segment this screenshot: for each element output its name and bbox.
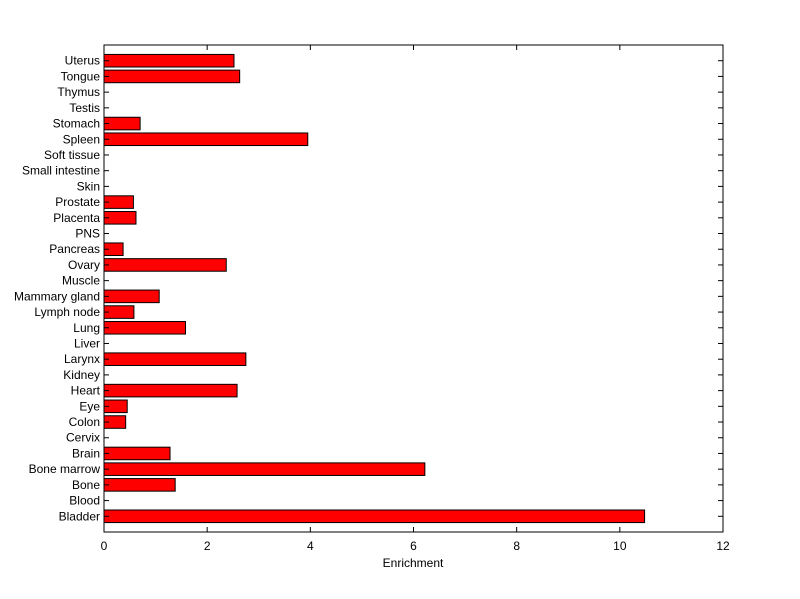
y-tick-label-stomach: Stomach [53, 117, 100, 131]
y-tick-label-tongue: Tongue [61, 69, 101, 83]
y-tick-label-kidney: Kidney [63, 368, 100, 382]
y-tick-label-larynx: Larynx [64, 352, 100, 366]
bar-bone-marrow [103, 462, 426, 476]
y-tick-label-lung: Lung [73, 321, 100, 335]
bar-uterus [103, 53, 235, 68]
bar-spleen [103, 132, 309, 147]
y-tick-label-eye: Eye [79, 399, 100, 413]
x-tick-label-8: 8 [513, 539, 520, 553]
bar-tongue [103, 69, 241, 84]
y-tick-label-uterus: Uterus [65, 54, 100, 68]
y-tick-label-cervix: Cervix [66, 431, 100, 445]
bar-lung [103, 320, 187, 335]
x-tick-label-6: 6 [410, 539, 417, 553]
bar-bone [103, 478, 176, 492]
x-tick-label-12: 12 [716, 539, 730, 553]
y-tick-label-testis: Testis [69, 101, 100, 115]
x-axis-title: Enrichment [383, 556, 444, 570]
y-tick-label-brain: Brain [72, 446, 100, 460]
y-tick-label-soft-tissue: Soft tissue [44, 148, 100, 162]
y-tick-label-bladder: Bladder [59, 509, 100, 523]
y-tick-label-spleen: Spleen [63, 132, 100, 146]
y-tick-label-pancreas: Pancreas [49, 242, 100, 256]
y-tick-label-lymph-node: Lymph node [34, 305, 100, 319]
y-tick-label-placenta: Placenta [53, 211, 100, 225]
plot-background [104, 45, 723, 532]
y-tick-label-colon: Colon [69, 415, 100, 429]
x-tick-label-10: 10 [613, 539, 627, 553]
y-tick-label-bone-marrow: Bone marrow [29, 462, 101, 476]
y-tick-label-mammary-gland: Mammary gland [14, 289, 100, 303]
y-tick-label-pns: PNS [75, 227, 100, 241]
x-tick-label-2: 2 [204, 539, 211, 553]
x-tick-label-4: 4 [307, 539, 314, 553]
bar-brain [103, 446, 171, 461]
plot-frame [103, 44, 724, 533]
bar-heart [103, 383, 238, 398]
x-tick-label-0: 0 [101, 539, 108, 553]
bar-larynx [103, 352, 247, 366]
y-tick-label-bone: Bone [72, 478, 100, 492]
y-tick-label-heart: Heart [71, 384, 101, 398]
y-tick-label-skin: Skin [77, 179, 100, 193]
y-tick-label-thymus: Thymus [57, 85, 100, 99]
x-ticks-group: 0 2 4 6 8 10 12 [101, 45, 730, 553]
y-tick-label-blood: Blood [69, 494, 100, 508]
bar-stomach [103, 116, 141, 131]
bar-mammary-gland [103, 289, 160, 304]
y-tick-label-prostate: Prostate [55, 195, 100, 209]
y-tick-label-ovary: Ovary [68, 258, 100, 272]
y-tick-label-liver: Liver [74, 336, 100, 350]
bar-ovary [103, 258, 227, 272]
y-tick-label-muscle: Muscle [62, 274, 100, 288]
bar-bladder [103, 509, 646, 524]
y-tick-label-small-intestine: Small intestine [22, 164, 100, 178]
